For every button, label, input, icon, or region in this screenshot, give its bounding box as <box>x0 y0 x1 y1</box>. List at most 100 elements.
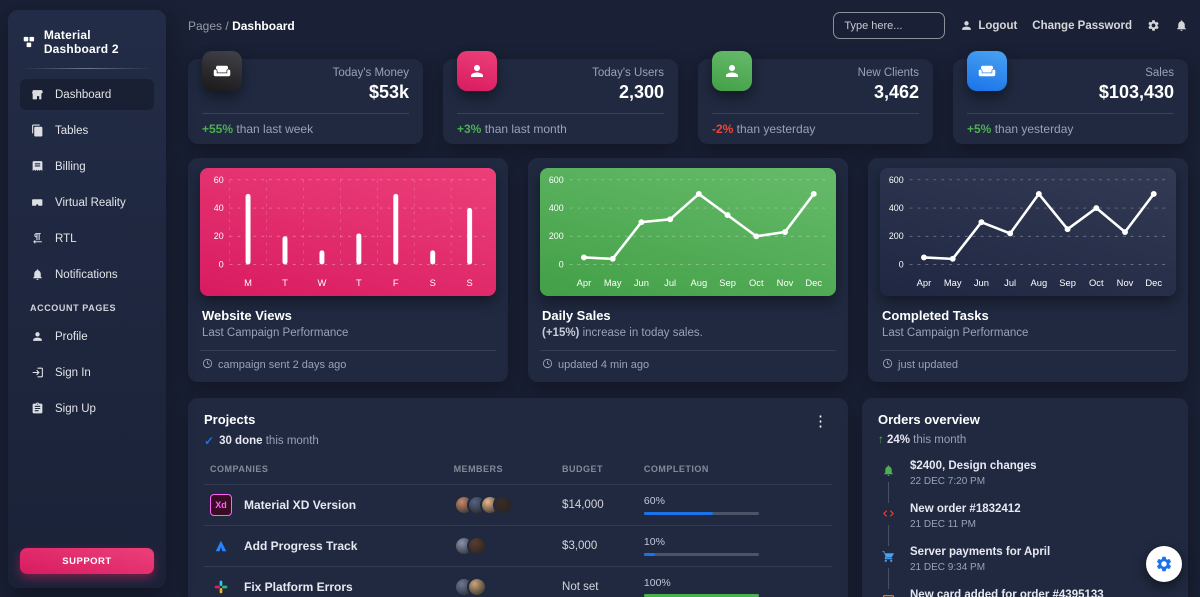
members-avatars <box>453 577 550 597</box>
projects-done-summary: ✓ 30 done this month <box>204 434 319 448</box>
stat-label: Today's Users <box>592 67 664 79</box>
person-icon <box>457 51 497 91</box>
sidebar-item-sign-up[interactable]: Sign Up <box>20 393 154 424</box>
divider <box>880 350 1176 351</box>
table-row[interactable]: Xd Material XD Version $14,000 60% <box>204 484 832 526</box>
bell-icon <box>878 460 899 481</box>
svg-text:600: 600 <box>889 175 904 185</box>
column-header-budget: BUDGET <box>556 460 638 485</box>
gear-icon <box>1156 556 1172 572</box>
svg-text:200: 200 <box>889 231 904 241</box>
breadcrumb-root[interactable]: Pages <box>188 18 223 33</box>
company-name: Material XD Version <box>244 498 357 512</box>
progress-bar <box>643 512 759 515</box>
members-avatars <box>453 536 550 556</box>
chart-subtitle: Last Campaign Performance <box>202 327 349 339</box>
sidebar-item-billing[interactable]: Billing <box>20 151 154 182</box>
daily-sales-chart: 0 200 400 600 Apr May Jun Jul Aug Sep Oct Nov Dec <box>540 168 836 296</box>
svg-text:0: 0 <box>559 259 564 269</box>
settings-gear-button[interactable] <box>1147 19 1160 32</box>
completed-tasks-chart: 0 200 400 600 Apr May Jun Jul Aug Sep Oct Nov Dec <box>880 168 1176 296</box>
svg-text:Jun: Jun <box>974 278 989 288</box>
table-row[interactable]: Fix Platform Errors Not set 100% <box>204 567 832 597</box>
code-icon <box>878 503 899 524</box>
chart-footer: just updated <box>880 358 1176 376</box>
svg-text:20: 20 <box>214 231 224 241</box>
breadcrumb: Pages / Dashboard <box>188 19 295 33</box>
divider <box>967 113 1174 114</box>
svg-text:T: T <box>356 278 362 288</box>
svg-text:Jul: Jul <box>1004 278 1016 288</box>
divider <box>540 350 836 351</box>
completion-label: 100% <box>643 577 671 589</box>
stat-value: $53k <box>368 82 409 102</box>
svg-text:400: 400 <box>889 203 904 213</box>
brand-logo-icon <box>23 36 35 48</box>
brand[interactable]: Material Dashboard 2 <box>20 22 154 68</box>
stat-label: New Clients <box>857 67 919 79</box>
svg-text:Jul: Jul <box>664 278 676 288</box>
stat-value: 3,462 <box>873 82 919 102</box>
stat-value: 2,300 <box>618 82 664 102</box>
chart-footer: updated 4 min ago <box>540 358 836 376</box>
company-name: Add Progress Track <box>244 539 358 553</box>
person-icon <box>712 51 752 91</box>
chart-subtitle: Last Campaign Performance <box>882 327 1029 339</box>
sidebar-item-sign-in[interactable]: Sign In <box>20 357 154 388</box>
svg-text:M: M <box>244 278 252 288</box>
sidebar-item-rtl[interactable]: RTL <box>20 223 154 254</box>
sidebar-item-label: Notifications <box>55 268 118 281</box>
svg-text:400: 400 <box>549 203 564 213</box>
projects-menu-button[interactable]: ⋮ <box>813 413 828 430</box>
tables-icon <box>30 123 45 138</box>
sidebar-section-label: ACCOUNT PAGES <box>30 303 117 313</box>
sidebar-item-profile[interactable]: Profile <box>20 321 154 352</box>
search-input[interactable] <box>833 12 946 39</box>
completion-label: 60% <box>643 495 665 507</box>
stat-card-new-clients: New Clients 3,462 -2% than yesterday <box>698 51 933 144</box>
avatar[interactable] <box>466 577 487 597</box>
cart-icon <box>878 546 899 567</box>
notifications-button[interactable] <box>1175 19 1188 32</box>
svg-text:Jun: Jun <box>634 278 649 288</box>
avatar[interactable] <box>466 536 487 556</box>
sidebar-item-virtual-reality[interactable]: Virtual Reality <box>20 187 154 218</box>
change-password-button[interactable]: Change Password <box>1032 20 1132 32</box>
chart-cards-row: 0 20 40 60 M T W T F S S Website Views Last Campai… <box>188 158 1188 382</box>
sidebar-item-dashboard[interactable]: Dashboard <box>20 79 154 110</box>
weekend-icon <box>967 51 1007 91</box>
stat-footer: +55% than last week <box>202 122 314 136</box>
sidebar-item-notifications[interactable]: Notifications <box>20 259 154 290</box>
timeline-connector <box>888 525 889 547</box>
sidebar-item-tables[interactable]: Tables <box>20 115 154 146</box>
logout-button[interactable]: Logout <box>960 19 1017 32</box>
support-button[interactable]: SUPPORT <box>20 548 154 574</box>
check-icon: ✓ <box>204 434 215 448</box>
settings-fab[interactable] <box>1146 546 1182 582</box>
orders-title: Orders overview <box>878 412 980 427</box>
shop-icon <box>30 87 45 102</box>
timeline-time: 21 DEC 9:34 PM <box>910 562 986 573</box>
stat-value: $103,430 <box>1098 82 1174 102</box>
chart-title: Completed Tasks <box>882 308 989 323</box>
atlassian-logo-icon <box>210 535 232 557</box>
stat-card-today-s-money: Today's Money $53k +55% than last week <box>188 51 423 144</box>
members-avatars <box>453 495 550 515</box>
chart-title: Website Views <box>202 308 292 323</box>
card-icon <box>878 589 899 597</box>
sidebar-nav-account: Profile Sign In Sign Up <box>20 321 154 424</box>
orders-timeline: $2400, Design changes 22 DEC 7:20 PM New… <box>878 460 1172 597</box>
timeline-connector <box>888 568 889 590</box>
projects-table: COMPANIES MEMBERS BUDGET COMPLETION Xd Mate… <box>204 460 832 597</box>
clock-icon <box>882 358 893 372</box>
budget-value: $14,000 <box>556 484 638 526</box>
svg-text:Oct: Oct <box>749 278 764 288</box>
avatar[interactable] <box>492 495 513 515</box>
chart-footer: campaign sent 2 days ago <box>200 358 496 376</box>
projects-card: Projects ✓ 30 done this month ⋮ COMPANIE… <box>188 398 848 597</box>
up-arrow-icon: ↑ <box>878 434 884 446</box>
table-row[interactable]: Add Progress Track $3,000 10% <box>204 525 832 567</box>
svg-text:Nov: Nov <box>1117 278 1134 288</box>
projects-title: Projects <box>204 412 256 427</box>
stat-label: Today's Money <box>332 67 409 79</box>
